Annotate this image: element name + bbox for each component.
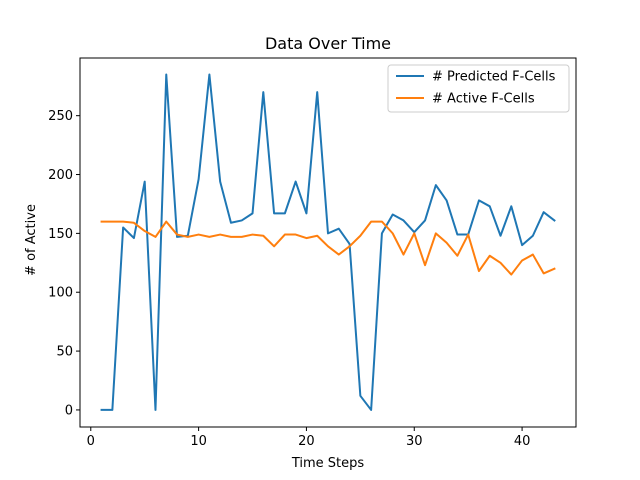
chart-title: Data Over Time <box>265 34 391 53</box>
y-tick-label: 150 <box>48 227 73 242</box>
series-line-predicted <box>100 73 556 411</box>
y-tick-label: 50 <box>56 345 73 360</box>
x-tick-label: 20 <box>298 434 315 449</box>
y-tick-label: 200 <box>48 168 73 183</box>
y-tick-label: 0 <box>65 403 73 418</box>
x-tick-label: 10 <box>190 434 207 449</box>
y-tick-label: 100 <box>48 286 73 301</box>
y-axis-title: # of Active <box>24 204 39 276</box>
series-line-active <box>100 220 556 276</box>
x-tick-label: 40 <box>514 434 531 449</box>
legend: # Predicted F-Cells # Active F-Cells <box>387 64 570 113</box>
legend-label: # Predicted F-Cells <box>432 70 556 85</box>
legend-label: # Active F-Cells <box>432 92 535 107</box>
plot-area: 0 10 20 30 40 0 50 100 150 200 250 <box>48 57 577 449</box>
y-tick-label: 250 <box>48 109 73 124</box>
x-tick-label: 30 <box>406 434 423 449</box>
axes-frame <box>79 57 577 428</box>
x-axis-title: Time Steps <box>291 456 365 471</box>
x-tick-label: 0 <box>87 434 95 449</box>
legend-box <box>387 64 570 113</box>
